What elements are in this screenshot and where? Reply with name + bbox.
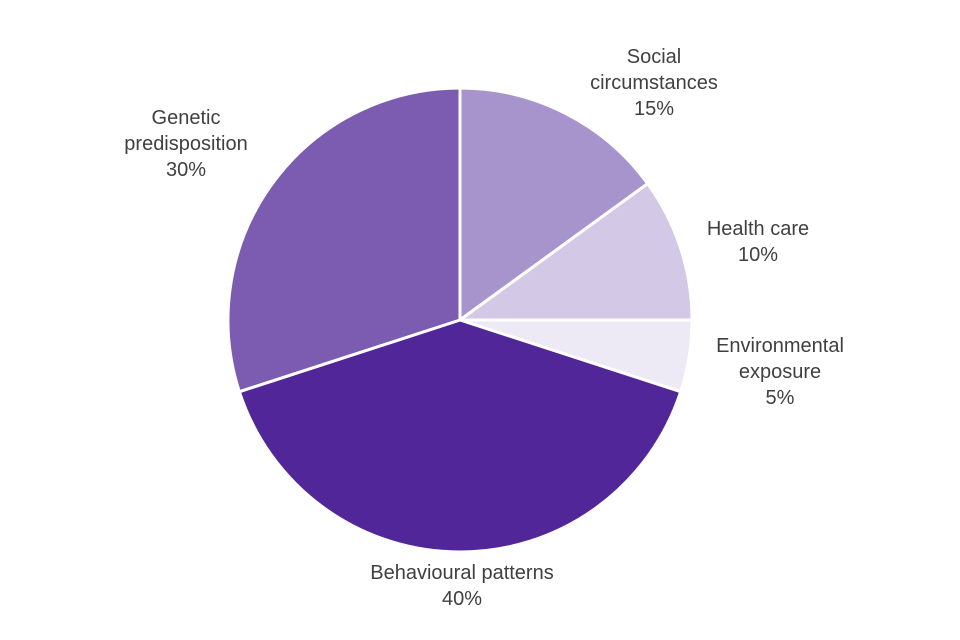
slice-label-environmental-exposure: Environmental exposure 5%: [716, 335, 844, 409]
slice-value-label: 40%: [442, 588, 482, 610]
slice-name-line: exposure: [739, 361, 821, 383]
slice-name-line: Genetic: [152, 107, 221, 129]
slice-label-health-care: Health care 10%: [707, 218, 809, 266]
slice-label-behavioural-patterns: Behavioural patterns 40%: [370, 562, 553, 610]
slice-label-genetic-predisposition: Genetic predisposition 30%: [124, 107, 247, 181]
slice-name-line: Behavioural patterns: [370, 562, 553, 584]
pie-slices: [226, 86, 694, 554]
pie-slice-behavioural-patterns: [237, 318, 683, 554]
pie-slice-social-circumstances: [458, 86, 650, 322]
slice-value-label: 15%: [634, 98, 674, 120]
slice-name-line: predisposition: [124, 133, 247, 155]
pie-slice-health-care: [458, 182, 694, 322]
slice-value-label: 5%: [766, 387, 795, 409]
slice-label-social-circumstances: Social circumstances 15%: [590, 46, 718, 120]
pie-labels: Social circumstances 15% Health care 10% Envi…: [124, 46, 844, 610]
slice-name-line: Health care: [707, 218, 809, 240]
slice-value-label: 30%: [166, 159, 206, 181]
slice-name-line: Environmental: [716, 335, 844, 357]
slice-name-line: Social: [627, 46, 681, 68]
pie-slice-genetic-predisposition: [226, 86, 462, 394]
slice-name-line: circumstances: [590, 72, 718, 94]
slice-value-label: 10%: [738, 244, 778, 266]
